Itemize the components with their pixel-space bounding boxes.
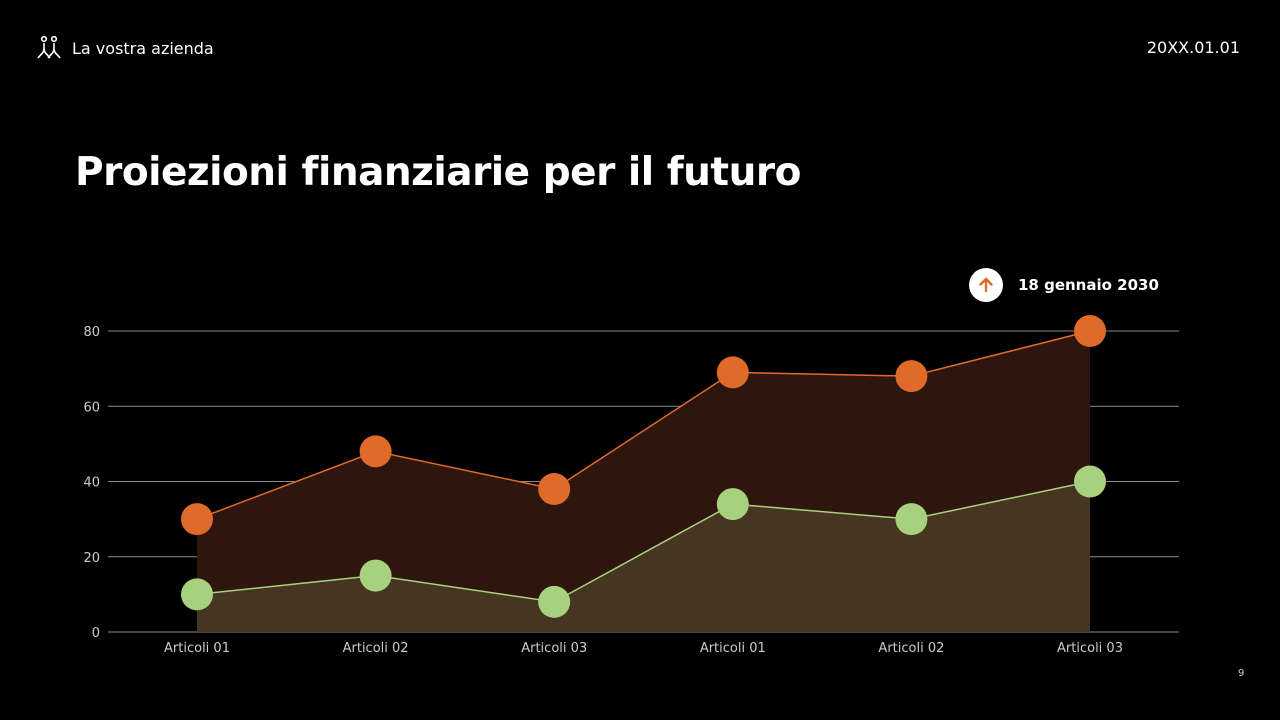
y-tick-label: 60: [83, 400, 100, 415]
series-0-line: [196, 330, 1091, 520]
series-0-point: [538, 473, 571, 506]
series-0-point: [359, 435, 392, 468]
series-0-point: [895, 360, 928, 393]
series-1-point: [538, 585, 571, 618]
series-0-point: [181, 503, 213, 536]
series-1-line: [196, 480, 1091, 603]
series-1-area: [197, 481, 1090, 632]
series-1-point: [181, 578, 213, 611]
brand: La vostra azienda: [36, 35, 214, 61]
y-tick-label: 80: [83, 325, 100, 340]
header-date: 20XX.01.01: [1146, 38, 1240, 57]
series-1-point: [716, 488, 749, 521]
series-1-point: [359, 559, 392, 592]
x-tick-label: Articoli 03: [1057, 641, 1123, 656]
y-tick-label: 40: [83, 476, 100, 491]
company-name: La vostra azienda: [72, 38, 214, 58]
y-tick-label: 0: [92, 626, 100, 641]
badge-text: 18 gennaio 2030: [1018, 276, 1159, 294]
series-1-point: [895, 503, 928, 536]
x-tick-label: Articoli 03: [521, 641, 587, 656]
series-1-point: [1074, 465, 1106, 498]
x-tick-label: Articoli 02: [343, 641, 409, 656]
date-badge: 18 gennaio 2030: [969, 268, 1159, 302]
x-tick-label: Articoli 01: [164, 641, 230, 656]
series-0-point: [716, 356, 749, 389]
y-tick-label: 20: [83, 551, 100, 566]
page-number: 9: [1238, 668, 1245, 679]
x-tick-label: Articoli 02: [878, 641, 944, 656]
page-title: Proiezioni finanziarie per il futuro: [75, 150, 801, 195]
people-icon: [37, 35, 61, 59]
arrow-up-icon: [969, 268, 1003, 302]
x-tick-label: Articoli 01: [700, 641, 766, 656]
series-0-point: [1074, 315, 1106, 347]
